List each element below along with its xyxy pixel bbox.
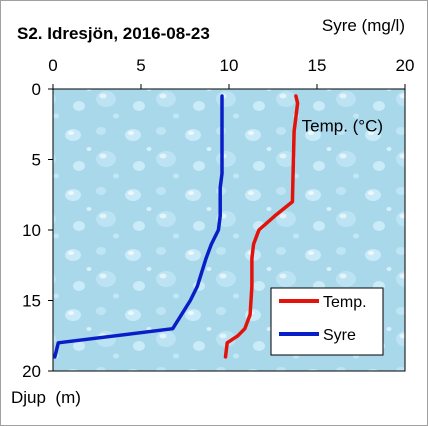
x-tick-label: 5 <box>136 56 145 75</box>
x-tick-label: 20 <box>396 56 415 75</box>
x-axis-ticks: 0 5 10 15 20 <box>48 56 414 89</box>
y-tick-label: 10 <box>22 221 41 240</box>
legend: Temp. Syre <box>270 287 384 356</box>
y-tick-label: 15 <box>22 292 41 311</box>
x-axis-label: Syre (mg/l) <box>322 16 405 35</box>
x-tick-label: 15 <box>308 56 327 75</box>
series-layer <box>53 94 300 359</box>
y-axis-ticks: 0 5 10 15 20 <box>22 80 53 381</box>
y-tick-label: 20 <box>22 362 41 381</box>
legend-label-syre: Syre <box>323 327 356 344</box>
chart-title: S2. Idresjön, 2016-08-23 <box>17 24 210 43</box>
annotation-temp-unit: Temp. (°C) <box>302 117 383 136</box>
x-tick-label: 0 <box>48 56 57 75</box>
series-line-temp <box>223 94 300 359</box>
y-tick-label: 5 <box>32 151 41 170</box>
y-tick-label: 0 <box>32 80 41 99</box>
x-tick-label: 10 <box>220 56 239 75</box>
series-line-syre <box>53 94 224 359</box>
y-axis-label: Djup (m) <box>11 388 81 407</box>
legend-label-temp: Temp. <box>323 294 367 311</box>
